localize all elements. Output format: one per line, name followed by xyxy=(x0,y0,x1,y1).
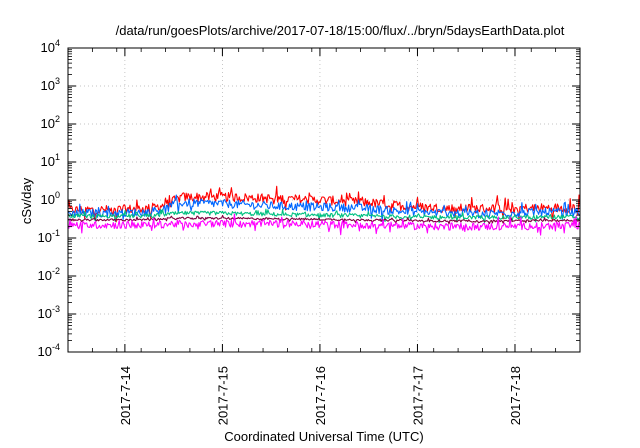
y-tick-label-exponent: -2 xyxy=(52,266,60,276)
grid xyxy=(68,48,580,352)
y-axis-label: cSv/day xyxy=(19,177,34,224)
y-tick-label-exponent: 3 xyxy=(55,76,60,86)
y-tick-label-base: 10 xyxy=(41,116,55,131)
y-tick-label: 100 xyxy=(41,190,60,207)
series-line xyxy=(67,208,581,224)
tick-labels: 10-410-310-210-11001011021031042017-7-14… xyxy=(38,38,523,425)
x-tick-label: 2017-7-14 xyxy=(118,366,133,425)
series-path xyxy=(67,213,581,236)
y-tick-label-base: 10 xyxy=(41,192,55,207)
series-path xyxy=(67,208,581,224)
y-tick-label: 102 xyxy=(41,114,60,131)
series-layer xyxy=(67,185,581,236)
y-tick-label: 10-1 xyxy=(38,228,60,245)
y-tick-label-base: 10 xyxy=(38,306,52,321)
y-tick-label: 10-2 xyxy=(38,266,60,283)
ticks xyxy=(67,47,581,353)
y-tick-label: 101 xyxy=(41,152,60,169)
x-tick-label: 2017-7-15 xyxy=(215,366,230,425)
y-tick-label: 10-4 xyxy=(38,342,60,359)
series-path xyxy=(67,185,581,223)
x-tick-label: 2017-7-18 xyxy=(508,366,523,425)
x-tick-label: 2017-7-17 xyxy=(410,366,425,425)
series-line xyxy=(67,194,581,222)
series-path xyxy=(67,194,581,222)
y-tick-label-exponent: 0 xyxy=(55,190,60,200)
x-axis-label: Coordinated Universal Time (UTC) xyxy=(224,429,423,444)
chart-title: /data/run/goesPlots/archive/2017-07-18/1… xyxy=(116,23,565,38)
series-line xyxy=(67,213,581,236)
y-tick-label-base: 10 xyxy=(38,230,52,245)
y-tick-label: 10-3 xyxy=(38,304,60,321)
y-tick-label-exponent: 2 xyxy=(55,114,60,124)
y-tick-label-exponent: -3 xyxy=(52,304,60,314)
x-tick-label: 2017-7-16 xyxy=(313,366,328,425)
y-tick-label-base: 10 xyxy=(41,40,55,55)
y-tick-label: 104 xyxy=(41,38,60,55)
y-tick-label-exponent: -1 xyxy=(52,228,60,238)
y-tick-label-exponent: -4 xyxy=(52,342,60,352)
y-tick-label-base: 10 xyxy=(41,78,55,93)
y-tick-label: 103 xyxy=(41,76,60,93)
y-tick-label-base: 10 xyxy=(38,268,52,283)
series-line xyxy=(67,185,581,223)
y-tick-label-exponent: 4 xyxy=(55,38,60,48)
y-tick-label-exponent: 1 xyxy=(55,152,60,162)
y-tick-label-base: 10 xyxy=(38,344,52,359)
y-tick-label-base: 10 xyxy=(41,154,55,169)
